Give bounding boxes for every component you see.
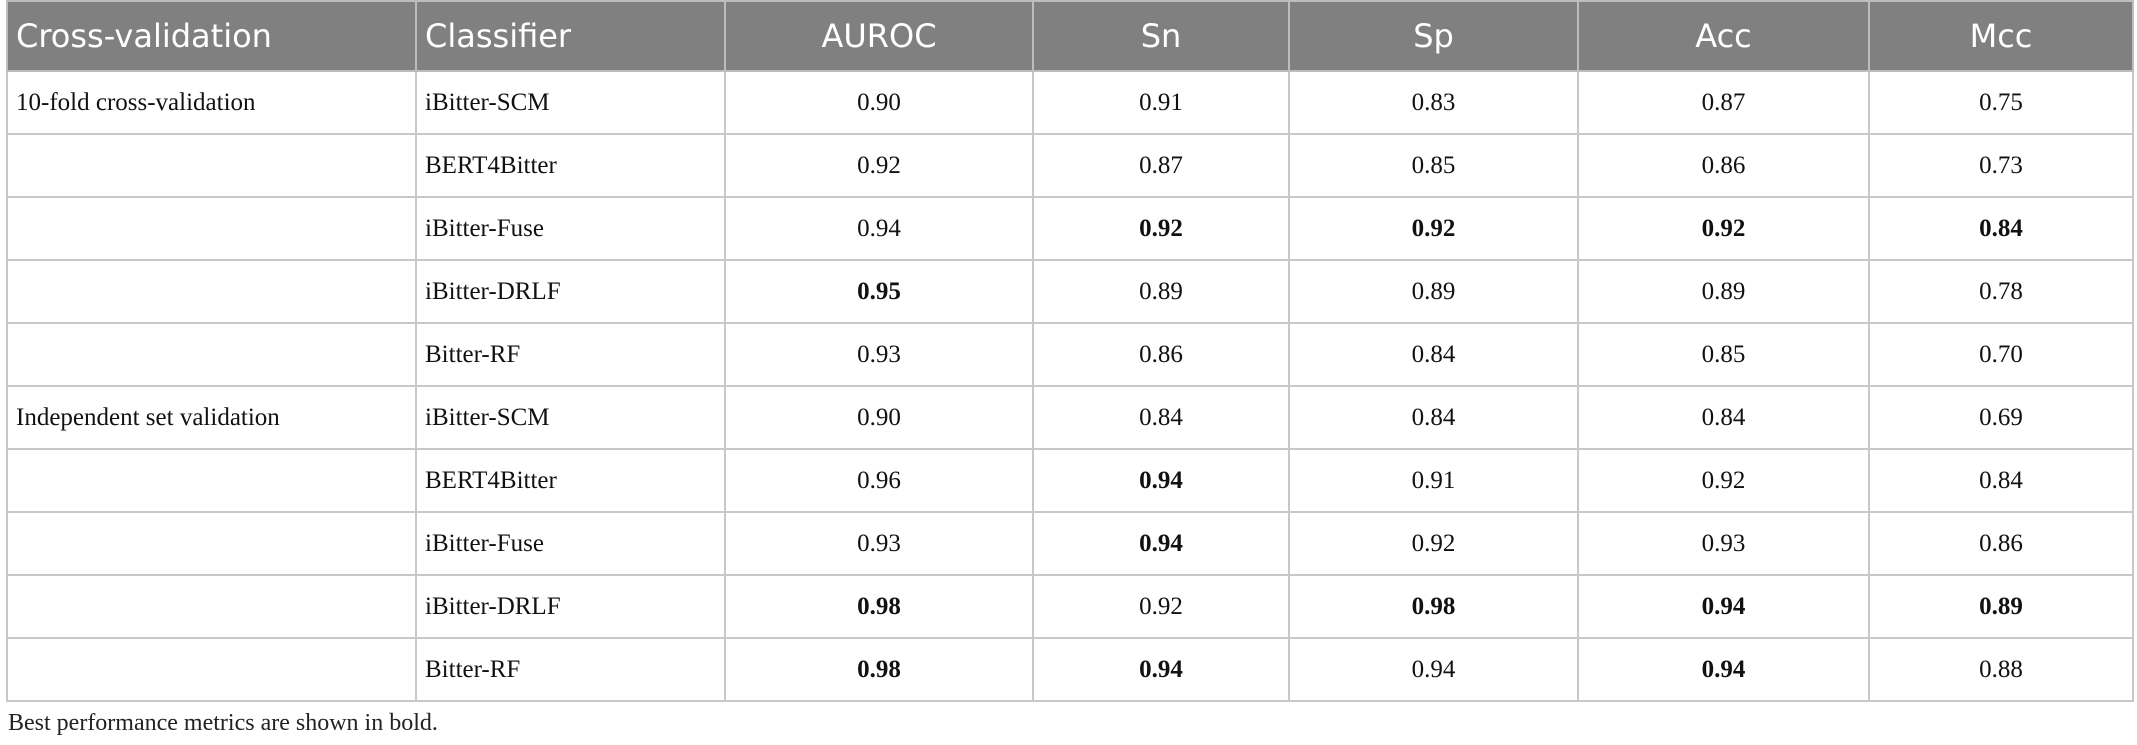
classifier-cell: iBitter-SCM: [415, 385, 726, 450]
group-cell: [6, 448, 417, 513]
table-row: Bitter-RF 0.93 0.86 0.84 0.85 0.70: [6, 322, 2134, 387]
group-cell: 10-fold cross-validation: [6, 70, 417, 135]
value-cell: 0.84: [1868, 196, 2134, 261]
value-cell: 0.91: [1032, 70, 1290, 135]
value-cell: 0.94: [1032, 637, 1290, 702]
value-cell: 0.92: [1577, 196, 1870, 261]
table-row: iBitter-Fuse 0.93 0.94 0.92 0.93 0.86: [6, 511, 2134, 576]
value-cell: 0.98: [1288, 574, 1579, 639]
results-table: Cross-validation Classifier AUROC Sn Sp Acc Mc…: [6, 0, 2134, 702]
header-cell: Acc: [1577, 0, 1870, 72]
table-body: 10-fold cross-validation iBitter-SCM 0.90 0…: [6, 70, 2134, 702]
value-cell: 0.86: [1032, 322, 1290, 387]
value-cell: 0.92: [724, 133, 1034, 198]
value-cell: 0.91: [1288, 448, 1579, 513]
header-cell: Mcc: [1868, 0, 2134, 72]
value-cell: 0.84: [1032, 385, 1290, 450]
value-cell: 0.87: [1032, 133, 1290, 198]
group-cell: [6, 574, 417, 639]
header-cell: Classifier: [415, 0, 726, 72]
group-cell: [6, 637, 417, 702]
value-cell: 0.85: [1577, 322, 1870, 387]
value-cell: 0.94: [1032, 448, 1290, 513]
table-row: iBitter-DRLF 0.95 0.89 0.89 0.89 0.78: [6, 259, 2134, 324]
value-cell: 0.84: [1288, 322, 1579, 387]
value-cell: 0.86: [1868, 511, 2134, 576]
value-cell: 0.87: [1577, 70, 1870, 135]
value-cell: 0.92: [1577, 448, 1870, 513]
footnote: Best performance metrics are shown in bo…: [8, 710, 438, 736]
table-row: Bitter-RF 0.98 0.94 0.94 0.94 0.88: [6, 637, 2134, 702]
table-row: BERT4Bitter 0.96 0.94 0.91 0.92 0.84: [6, 448, 2134, 513]
value-cell: 0.73: [1868, 133, 2134, 198]
value-cell: 0.95: [724, 259, 1034, 324]
header-cell: Cross-validation: [6, 0, 417, 72]
value-cell: 0.92: [1288, 196, 1579, 261]
value-cell: 0.94: [1288, 637, 1579, 702]
value-cell: 0.93: [1577, 511, 1870, 576]
value-cell: 0.83: [1288, 70, 1579, 135]
value-cell: 0.94: [1577, 574, 1870, 639]
value-cell: 0.70: [1868, 322, 2134, 387]
value-cell: 0.89: [1288, 259, 1579, 324]
value-cell: 0.94: [1577, 637, 1870, 702]
table-row: iBitter-Fuse 0.94 0.92 0.92 0.92 0.84: [6, 196, 2134, 261]
classifier-cell: BERT4Bitter: [415, 133, 726, 198]
value-cell: 0.90: [724, 70, 1034, 135]
group-cell: [6, 322, 417, 387]
value-cell: 0.98: [724, 637, 1034, 702]
value-cell: 0.89: [1577, 259, 1870, 324]
value-cell: 0.93: [724, 322, 1034, 387]
value-cell: 0.84: [1288, 385, 1579, 450]
value-cell: 0.96: [724, 448, 1034, 513]
classifier-cell: Bitter-RF: [415, 322, 726, 387]
value-cell: 0.93: [724, 511, 1034, 576]
header-cell: Sn: [1032, 0, 1290, 72]
header-cell: AUROC: [724, 0, 1034, 72]
table-row: iBitter-DRLF 0.98 0.92 0.98 0.94 0.89: [6, 574, 2134, 639]
header-row: Cross-validation Classifier AUROC Sn Sp Acc Mc…: [6, 0, 2134, 72]
value-cell: 0.69: [1868, 385, 2134, 450]
value-cell: 0.94: [1032, 511, 1290, 576]
value-cell: 0.84: [1868, 448, 2134, 513]
value-cell: 0.86: [1577, 133, 1870, 198]
classifier-cell: iBitter-DRLF: [415, 259, 726, 324]
value-cell: 0.90: [724, 385, 1034, 450]
value-cell: 0.78: [1868, 259, 2134, 324]
value-cell: 0.75: [1868, 70, 2134, 135]
value-cell: 0.92: [1288, 511, 1579, 576]
table-row: BERT4Bitter 0.92 0.87 0.85 0.86 0.73: [6, 133, 2134, 198]
value-cell: 0.94: [724, 196, 1034, 261]
classifier-cell: iBitter-DRLF: [415, 574, 726, 639]
classifier-cell: iBitter-Fuse: [415, 511, 726, 576]
value-cell: 0.88: [1868, 637, 2134, 702]
value-cell: 0.89: [1868, 574, 2134, 639]
table-row: 10-fold cross-validation iBitter-SCM 0.90 0…: [6, 70, 2134, 135]
value-cell: 0.92: [1032, 196, 1290, 261]
classifier-cell: iBitter-SCM: [415, 70, 726, 135]
group-cell: [6, 133, 417, 198]
value-cell: 0.89: [1032, 259, 1290, 324]
table-row: Independent set validation iBitter-SCM 0.9…: [6, 385, 2134, 450]
group-cell: [6, 511, 417, 576]
header-cell: Sp: [1288, 0, 1579, 72]
table-wrap: Cross-validation Classifier AUROC Sn Sp Acc Mc…: [6, 0, 2134, 702]
value-cell: 0.85: [1288, 133, 1579, 198]
group-cell: [6, 259, 417, 324]
value-cell: 0.98: [724, 574, 1034, 639]
classifier-cell: Bitter-RF: [415, 637, 726, 702]
classifier-cell: iBitter-Fuse: [415, 196, 726, 261]
value-cell: 0.92: [1032, 574, 1290, 639]
group-cell: [6, 196, 417, 261]
group-cell: Independent set validation: [6, 385, 417, 450]
value-cell: 0.84: [1577, 385, 1870, 450]
classifier-cell: BERT4Bitter: [415, 448, 726, 513]
